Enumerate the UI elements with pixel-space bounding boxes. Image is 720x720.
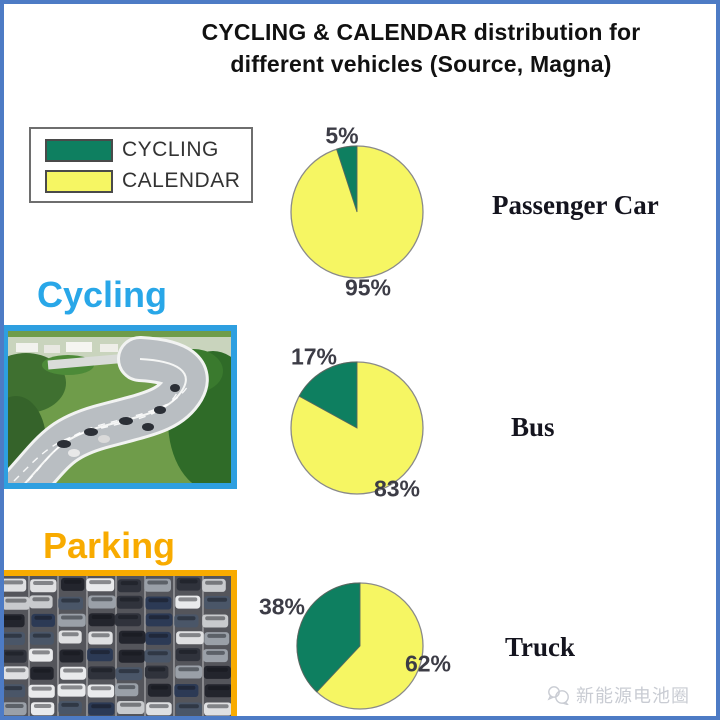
legend-box: CYCLING CALENDAR <box>29 127 253 203</box>
pie-percent-label: 5% <box>325 122 359 149</box>
cycling-section-label: Cycling <box>37 274 168 315</box>
highway-photo-art <box>8 331 231 483</box>
vehicle-label-passenger-car: Passenger Car <box>492 190 659 220</box>
chart-title-line2: different vehicles (Source, Magna) <box>230 51 612 77</box>
chart-title: CYCLING & CALENDAR distribution for diff… <box>121 16 716 80</box>
chart-title-line1: CYCLING & CALENDAR distribution for <box>201 19 641 45</box>
legend-row-cycling: CYCLING <box>45 138 251 162</box>
parking-section-label: Parking <box>43 525 176 566</box>
vehicle-label-truck: Truck <box>505 632 576 662</box>
legend-label-cycling: CYCLING <box>122 138 219 161</box>
pie-percent-label: 95% <box>344 274 392 301</box>
calendar-swatch <box>45 169 113 193</box>
highway-photo <box>4 325 237 489</box>
pie-bus <box>289 360 425 501</box>
parking-photo <box>4 570 237 716</box>
watermark: 新能源电池圈 <box>546 682 690 708</box>
pie-truck <box>295 581 425 716</box>
pie-passenger-car <box>289 144 425 285</box>
parking-photo-art <box>4 576 231 716</box>
pie-percent-label: 62% <box>404 650 452 677</box>
pie-percent-label: 17% <box>290 343 338 370</box>
pie-percent-label: 83% <box>373 475 421 502</box>
pie-percent-label: 38% <box>258 593 306 620</box>
legend-label-calendar: CALENDAR <box>122 169 241 192</box>
vehicle-label-bus: Bus <box>511 412 555 442</box>
cycling-swatch <box>45 138 113 162</box>
wechat-icon <box>547 686 569 705</box>
legend-row-calendar: CALENDAR <box>45 169 251 193</box>
watermark-text: 新能源电池圈 <box>576 686 690 706</box>
